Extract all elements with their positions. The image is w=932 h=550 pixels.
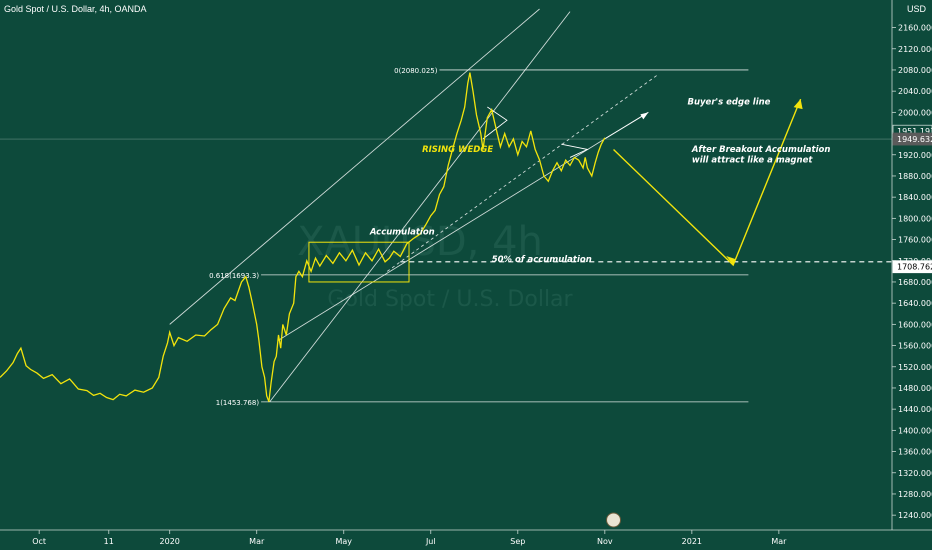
accumulation-box xyxy=(308,241,410,283)
currency-label[interactable]: USD xyxy=(906,4,926,14)
price-line[interactable] xyxy=(0,72,606,402)
annotation-text: Buyer's edge line xyxy=(687,97,770,107)
x-tick-label: Sep xyxy=(510,537,525,546)
y-tick-label: 1280.000 xyxy=(898,490,932,499)
trend-line xyxy=(169,8,540,325)
y-tick-label: 1640.000 xyxy=(898,299,932,308)
annotation-text: Accumulation xyxy=(369,227,435,237)
y-tick-label: 1880.000 xyxy=(898,172,932,181)
y-tick-label: 1920.000 xyxy=(898,151,932,160)
x-tick-label: Mar xyxy=(771,537,787,546)
y-tick-label: 1240.000 xyxy=(898,511,932,520)
x-tick-label: May xyxy=(335,537,352,546)
annotations: RISING WEDGE Accumulation 50% of accumulat… xyxy=(369,97,831,267)
watermark-name: Gold Spot / U.S. Dollar xyxy=(327,287,573,312)
x-tick-label: Mar xyxy=(249,537,265,546)
price-label: 1951.193 xyxy=(897,127,932,136)
trend-line xyxy=(278,138,606,341)
event-marker[interactable] xyxy=(606,512,622,528)
annotation-text: 50% of accumulation xyxy=(492,255,592,265)
price-label: 1708.762 xyxy=(897,263,932,272)
fib-level-label: 1(1453.768) xyxy=(216,399,260,407)
y-tick-label: 1760.000 xyxy=(898,236,932,245)
projection-arrowhead-up xyxy=(793,99,803,110)
annotation-text: will attract like a magnet xyxy=(692,156,813,166)
price-series xyxy=(0,72,606,402)
y-tick-label: 2080.000 xyxy=(898,66,932,75)
y-tick-label: 2120.000 xyxy=(898,45,932,54)
watermark: XAUUSD, 4h Gold Spot / U.S. Dollar xyxy=(297,219,573,312)
projection-path xyxy=(613,98,802,267)
y-tick-label: 2160.000 xyxy=(898,24,932,33)
y-tick-label: 1800.000 xyxy=(898,214,932,223)
y-tick-label: 1400.000 xyxy=(898,426,932,435)
chart-title: Gold Spot / U.S. Dollar, 4h, OANDA xyxy=(4,4,147,14)
buyers-edge-arrowhead xyxy=(640,112,649,120)
pattern-triangle xyxy=(561,143,589,158)
annotation-text: RISING WEDGE xyxy=(422,145,493,155)
y-tick-label: 1440.000 xyxy=(898,405,932,414)
x-tick-label: Nov xyxy=(597,537,613,546)
y-tick-label: 1840.000 xyxy=(898,193,932,202)
fib-level-label: 0.618(1693.3) xyxy=(209,272,259,280)
y-tick-label: 1480.000 xyxy=(898,384,932,393)
x-tick-label: Jul xyxy=(425,537,436,546)
y-tick-label: 1520.000 xyxy=(898,363,932,372)
price-label-box xyxy=(892,132,932,146)
y-tick-label: 2040.000 xyxy=(898,87,932,96)
x-tick-label: 2020 xyxy=(160,537,180,546)
projection-arrowhead-down xyxy=(726,256,736,265)
pattern-triangle xyxy=(482,106,508,140)
y-tick-label: 2000.000 xyxy=(898,108,932,117)
price-label-box xyxy=(892,260,932,274)
x-tick-label: 2021 xyxy=(682,537,702,546)
buyers-edge-line xyxy=(604,111,649,140)
y-tick-label: 1560.000 xyxy=(898,342,932,351)
y-tick-label: 1600.000 xyxy=(898,320,932,329)
price-label: 1949.632 xyxy=(897,135,932,144)
trend-line xyxy=(269,11,571,403)
x-tick-label: 11 xyxy=(104,537,114,546)
annotation-text: After Breakout Accumulation xyxy=(691,145,831,155)
y-tick-label: 1360.000 xyxy=(898,448,932,457)
y-tick-label: 1680.000 xyxy=(898,278,932,287)
y-tick-label: 1320.000 xyxy=(898,469,932,478)
x-tick-label: Oct xyxy=(32,537,46,546)
trend-line xyxy=(386,74,658,272)
guides: 0(2080.025) 0.618(1693.3) 1(1453.768) xyxy=(0,8,892,407)
fib-level-label: 0(2080.025) xyxy=(394,67,438,75)
